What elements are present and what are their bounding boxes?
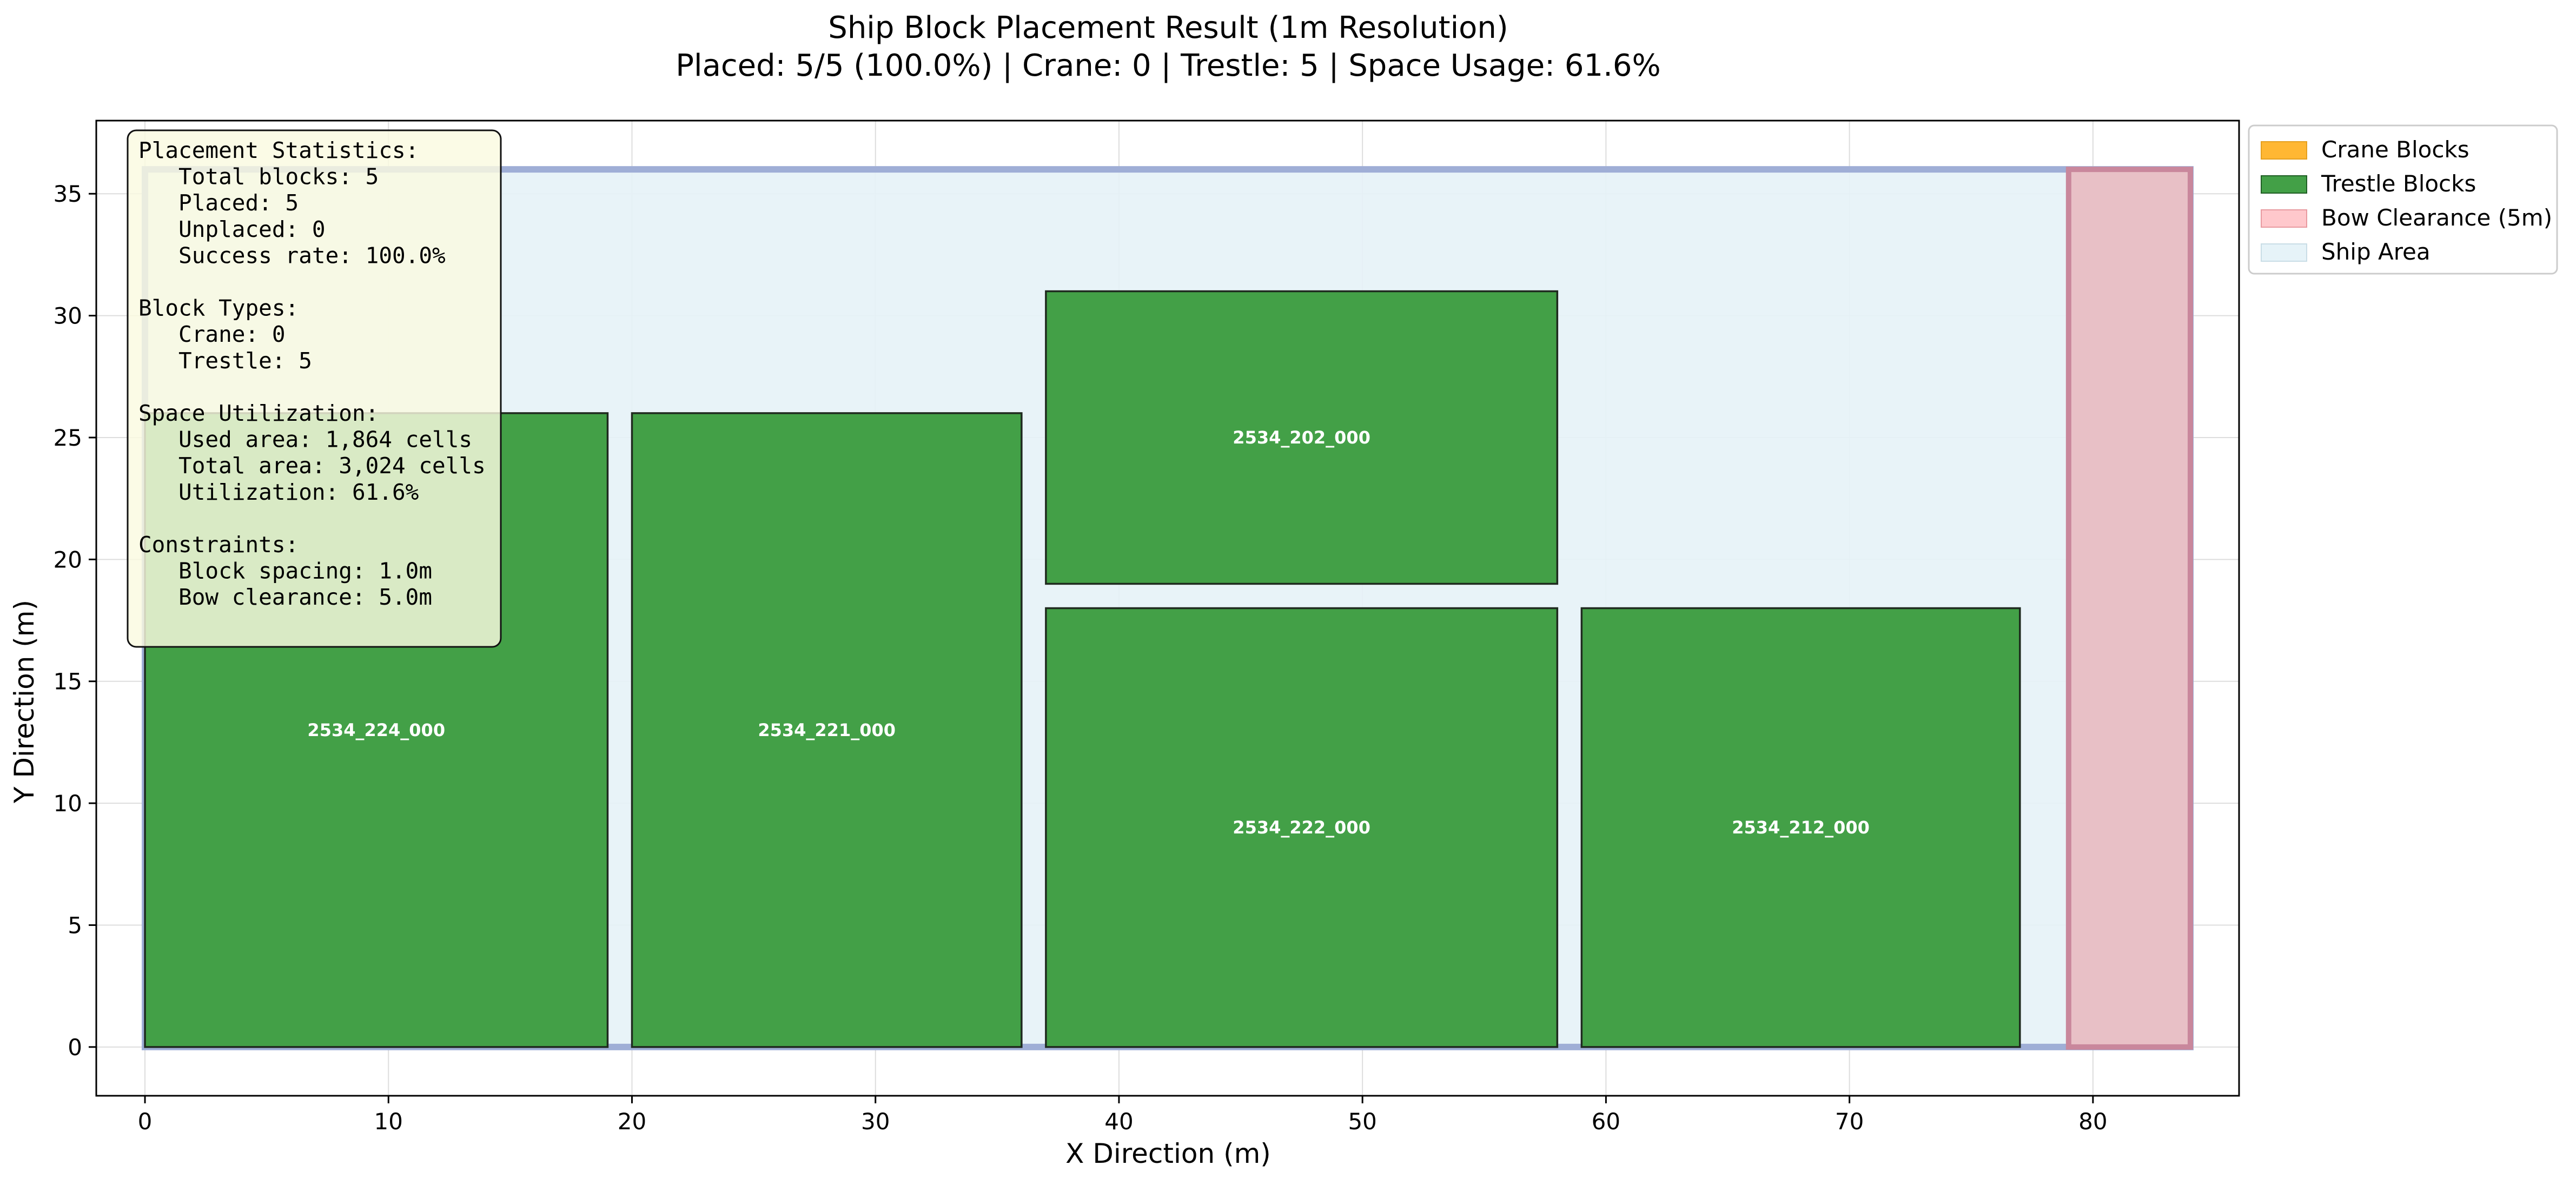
y-tick-label: 5	[68, 912, 82, 938]
stats-line: Constraints:	[138, 532, 299, 558]
chart-subtitle: Placed: 5/5 (100.0%) | Crane: 0 | Trestl…	[676, 48, 1661, 83]
x-tick-label: 40	[1104, 1108, 1133, 1135]
y-tick-label: 20	[54, 546, 82, 573]
legend-label: Bow Clearance (5m)	[2321, 204, 2552, 231]
stats-line: Space Utilization:	[138, 400, 379, 426]
y-tick-label: 30	[54, 303, 82, 329]
x-tick-label: 30	[861, 1108, 890, 1135]
block-label: 2534_212_000	[1732, 817, 1870, 838]
x-tick-label: 80	[2078, 1108, 2107, 1135]
stats-line: Crane: 0	[138, 321, 286, 347]
stats-line: Utilization: 61.6%	[138, 479, 419, 505]
x-tick-label: 60	[1592, 1108, 1620, 1135]
y-tick-label: 0	[68, 1034, 82, 1061]
block-label: 2534_222_000	[1233, 817, 1370, 838]
block-2534_202_000	[1045, 290, 1559, 585]
block-2534_221_000	[631, 412, 1023, 1048]
stats-line: Block spacing: 1.0m	[138, 558, 432, 584]
y-tick-label: 15	[54, 668, 82, 695]
stats-line: Used area: 1,864 cells	[138, 427, 472, 453]
x-tick-label: 10	[374, 1108, 403, 1135]
legend-swatch	[2261, 141, 2307, 160]
stats-line: Block Types:	[138, 295, 299, 321]
y-tick-label: 10	[54, 790, 82, 817]
legend-frame	[2248, 124, 2558, 275]
stats-line: Success rate: 100.0%	[138, 242, 446, 268]
legend-label: Ship Area	[2321, 239, 2431, 265]
x-axis-label: X Direction (m)	[1065, 1138, 1271, 1169]
plot-area: 2534_224_000 2534_221_000 2534_202_000 2534…	[54, 120, 2240, 1135]
legend-label: Trestle Blocks	[2321, 170, 2476, 197]
y-tick-label: 25	[54, 425, 82, 451]
stats-line: Total area: 3,024 cells	[138, 453, 486, 479]
block-label: 2534_224_000	[307, 720, 445, 740]
y-tick-label: 35	[54, 181, 82, 207]
bow-clearance-zone	[2065, 167, 2193, 1050]
stats-box: Placement Statistics: Total blocks: 5 Pl…	[127, 129, 502, 648]
y-axis-label: Y Direction (m)	[9, 600, 40, 804]
legend-swatch	[2261, 243, 2307, 262]
x-tick-label: 0	[138, 1108, 153, 1135]
stats-box-background	[127, 129, 502, 648]
x-tick-label: 70	[1835, 1108, 1864, 1135]
chart-title: Ship Block Placement Result (1m Resoluti…	[828, 10, 1508, 45]
block-2534_212_000	[1580, 607, 2021, 1048]
block-2534_222_000	[1045, 607, 1559, 1048]
x-tick-label: 50	[1348, 1108, 1376, 1135]
stats-line: Placement Statistics:	[138, 137, 419, 163]
block-label: 2534_221_000	[758, 720, 896, 740]
stats-line: Total blocks: 5	[138, 164, 379, 190]
stats-line: Placed: 5	[138, 190, 299, 216]
plot-frame	[95, 120, 2240, 1097]
stats-line: Trestle: 5	[138, 348, 312, 374]
legend-label: Crane Blocks	[2321, 136, 2469, 163]
stats-line: Bow clearance: 5.0m	[138, 584, 432, 610]
stats-line: Unplaced: 0	[138, 216, 326, 242]
legend: Crane Blocks Trestle Blocks Bow Clearance …	[2248, 124, 2558, 275]
legend-swatch	[2261, 175, 2307, 194]
block-label: 2534_202_000	[1233, 427, 1370, 448]
x-tick-label: 20	[618, 1108, 646, 1135]
legend-swatch	[2261, 209, 2307, 228]
